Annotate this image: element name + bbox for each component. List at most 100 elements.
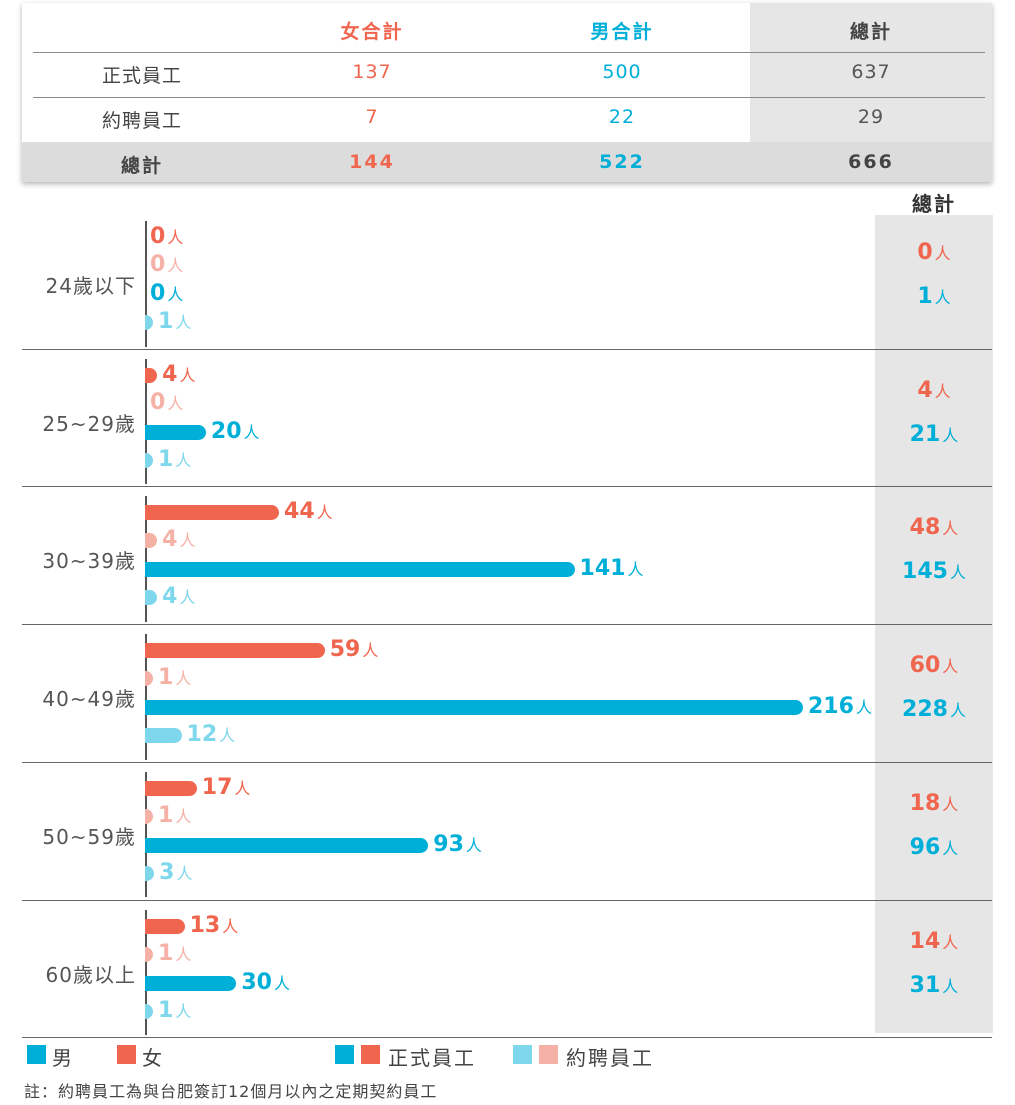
bar-male-regular xyxy=(145,975,237,991)
legend-male-swatch xyxy=(27,1045,46,1064)
legend-regular-label: 正式員工 xyxy=(388,1046,476,1070)
age-group-label: 50~59歲 xyxy=(42,824,136,849)
header-grand-total: 總計 xyxy=(849,21,892,43)
legend-contract-male-swatch xyxy=(513,1045,532,1064)
bar-male-regular xyxy=(145,700,803,716)
bar-female-contract xyxy=(145,533,158,549)
total-female-label: 60 人 xyxy=(909,653,959,679)
total-female-label: 14 人 xyxy=(909,928,959,954)
regular-male-count: 500 xyxy=(602,61,642,83)
total-male-label: 145 人 xyxy=(902,559,966,585)
category-axis-line xyxy=(145,909,147,1036)
bar-female-regular xyxy=(145,505,280,521)
legend-regular-female-swatch xyxy=(361,1045,380,1064)
bar-male-contract xyxy=(145,1003,153,1019)
footer-label: 總計 xyxy=(120,155,163,177)
footnote: 註：約聘員工為與台肥簽訂12個月以內之定期契約員工 xyxy=(24,1082,438,1101)
value-label-male-regular: 93 人 xyxy=(433,831,482,857)
bar-female-contract xyxy=(145,808,153,824)
group-divider xyxy=(22,1037,992,1039)
bar-male-contract xyxy=(145,452,153,468)
contract-female-count: 7 xyxy=(365,106,379,128)
bar-male-regular xyxy=(145,562,575,578)
age-group-label: 60歲以上 xyxy=(45,962,136,987)
value-label-male-regular: 30 人 xyxy=(241,969,291,995)
age-group-label: 40~49歲 xyxy=(42,687,136,712)
bar-female-regular xyxy=(145,780,197,796)
category-axis-line xyxy=(145,634,147,760)
contract-total-count: 29 xyxy=(857,106,885,128)
summary-table: 女合計 男合計 總計 正式員工 137 500 637 約聘員工 7 22 29… xyxy=(22,3,992,182)
total-female-label: 18 人 xyxy=(909,790,959,816)
bar-male-contract xyxy=(145,315,153,330)
row-label-regular: 正式員工 xyxy=(101,65,182,87)
category-axis-line xyxy=(145,358,147,485)
row-label-contract: 約聘員工 xyxy=(101,110,182,132)
table-divider xyxy=(33,52,985,53)
footer-grand-total: 666 xyxy=(848,151,894,173)
legend-male-label: 男 xyxy=(52,1046,74,1070)
bar-female-regular xyxy=(145,918,185,934)
category-axis-line xyxy=(145,221,147,347)
total-male-label: 228 人 xyxy=(902,697,966,723)
age-group-label: 24歲以下 xyxy=(45,274,136,298)
legend-female-label: 女 xyxy=(142,1046,164,1070)
legend-contract-label: 約聘員工 xyxy=(566,1046,654,1070)
total-male-label: 21 人 xyxy=(909,421,959,447)
total-male-label: 31 人 xyxy=(909,972,959,998)
bar-male-regular xyxy=(145,424,206,440)
totals-column-shade xyxy=(875,215,993,1033)
value-label-female-regular: 59 人 xyxy=(329,637,379,663)
legend-regular-male-swatch xyxy=(335,1045,354,1064)
contract-male-count: 22 xyxy=(608,106,636,128)
group-divider xyxy=(22,899,992,901)
bar-male-contract xyxy=(145,590,158,606)
age-group-label: 25~29歲 xyxy=(42,411,136,436)
header-female-total: 女合計 xyxy=(340,21,404,43)
age-group-label: 30~39歲 xyxy=(42,549,136,574)
group-divider xyxy=(22,348,992,350)
bar-female-contract xyxy=(145,671,153,687)
value-label-male-contract: 12 人 xyxy=(186,722,236,748)
value-label-female-regular: 17 人 xyxy=(201,774,251,800)
value-label-male-regular: 141 人 xyxy=(579,556,644,582)
header-male-total: 男合計 xyxy=(590,21,654,43)
bar-male-regular xyxy=(145,837,429,853)
value-label-female-regular: 44 人 xyxy=(284,499,333,525)
category-axis-line xyxy=(145,496,147,623)
total-row-shade xyxy=(22,142,992,182)
bar-female-regular xyxy=(145,367,158,383)
footer-male-count: 522 xyxy=(599,151,645,173)
bar-female-regular xyxy=(145,643,325,659)
bar-female-contract xyxy=(145,946,153,962)
total-female-label: 48 人 xyxy=(909,515,959,541)
group-divider xyxy=(22,624,992,626)
category-axis-line xyxy=(145,771,147,898)
value-label-female-regular: 13 人 xyxy=(189,912,239,938)
regular-female-count: 137 xyxy=(352,61,392,83)
bar-male-contract xyxy=(145,865,155,881)
group-divider xyxy=(22,761,992,763)
total-male-label: 96 人 xyxy=(909,834,959,860)
value-label-male-regular: 20 人 xyxy=(210,418,260,444)
legend-female-swatch xyxy=(117,1045,136,1064)
table-divider xyxy=(33,97,985,98)
footer-female-count: 144 xyxy=(349,151,395,173)
